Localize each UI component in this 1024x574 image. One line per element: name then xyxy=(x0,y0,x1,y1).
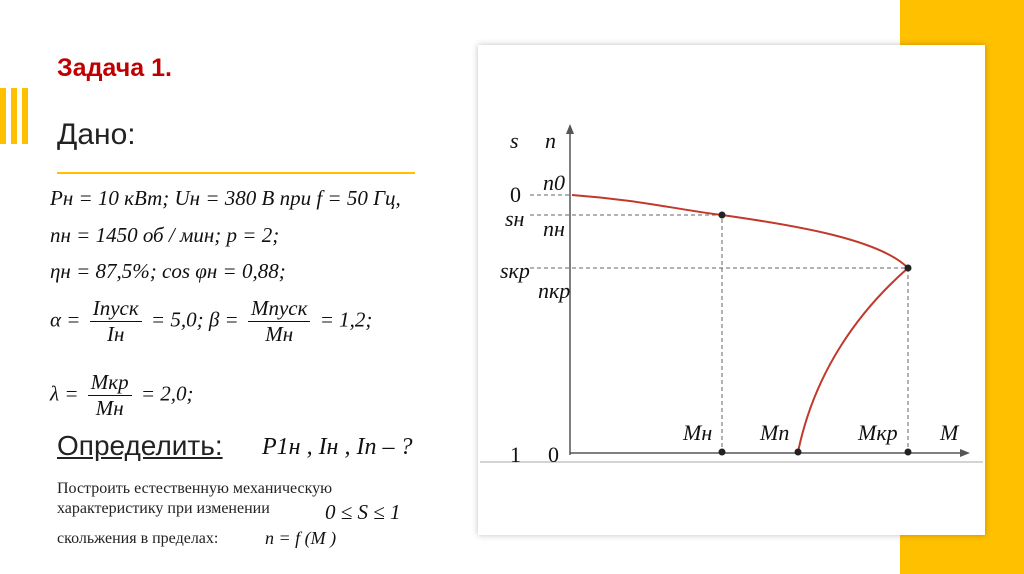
given-line: ηн = 87,5%; cos φн = 0,88; xyxy=(50,259,286,283)
num: Mпуск xyxy=(247,296,311,322)
task-line: характеристику при изменении xyxy=(57,500,270,517)
den: Mн xyxy=(95,396,124,420)
label: Mкр xyxy=(857,420,898,445)
diagram: s n 0 n0 sн nн sкр nкр 1 0 Mн Mп Mкр M xyxy=(480,124,983,467)
label: M xyxy=(939,420,960,445)
arrow xyxy=(960,449,970,457)
determine-heading: Определить: xyxy=(57,430,223,461)
text: λ = xyxy=(50,381,79,406)
fraction: Iпуск Iн xyxy=(89,296,142,347)
decor xyxy=(11,88,17,144)
num: Iпуск xyxy=(89,296,142,322)
determine-formula: P1н , Iн , Iп – ? xyxy=(262,434,413,460)
diagram-panel: s n 0 n0 sн nн sкр nкр 1 0 Mн Mп Mкр M xyxy=(478,45,985,535)
den: Mн xyxy=(265,322,294,346)
label: Mн xyxy=(682,420,712,445)
arrow xyxy=(566,124,574,134)
text: = 1,2; xyxy=(319,307,373,332)
task-range: 0 ≤ S ≤ 1 xyxy=(325,500,401,524)
decor xyxy=(0,88,6,144)
text: = 5,0; β = xyxy=(150,307,239,332)
label: nкр xyxy=(538,278,570,303)
characteristic-curve xyxy=(571,194,910,453)
task-func: n = f (M ) xyxy=(265,528,337,548)
axis-label: n xyxy=(545,128,556,153)
underline xyxy=(57,172,415,174)
fraction: Mпуск Mн xyxy=(247,296,311,347)
label: Mп xyxy=(759,420,789,445)
given-heading: Дано: xyxy=(57,118,136,151)
decor xyxy=(22,88,28,144)
label: 1 xyxy=(510,442,521,467)
label: sн xyxy=(505,206,525,231)
text: = 2,0; xyxy=(140,381,194,406)
points xyxy=(718,211,912,456)
label: n0 xyxy=(543,170,565,195)
given-line: nн = 1450 об / мин; p = 2; xyxy=(50,223,280,247)
label: 0 xyxy=(510,182,521,207)
den: Iн xyxy=(106,322,125,346)
guides xyxy=(530,194,909,452)
given-alpha: α = Iпуск Iн = 5,0; β = Mпуск Mн = 1,2; xyxy=(50,296,372,347)
fraction: Mкр Mн xyxy=(87,370,132,421)
label: 0 xyxy=(548,442,559,467)
label: sкр xyxy=(500,258,530,283)
text: α = xyxy=(50,307,81,332)
task-line: скольжения в пределах: xyxy=(57,530,219,547)
axis-label: s xyxy=(510,128,519,153)
title: Задача 1. xyxy=(57,54,172,82)
label: nн xyxy=(543,216,565,241)
task-line: Построить естественную механическую xyxy=(57,480,333,497)
num: Mкр xyxy=(87,370,132,396)
given-line: Pн = 10 кВт; Uн = 380 В при f = 50 Гц, xyxy=(50,186,401,210)
given-lambda: λ = Mкр Mн = 2,0; xyxy=(50,370,194,421)
